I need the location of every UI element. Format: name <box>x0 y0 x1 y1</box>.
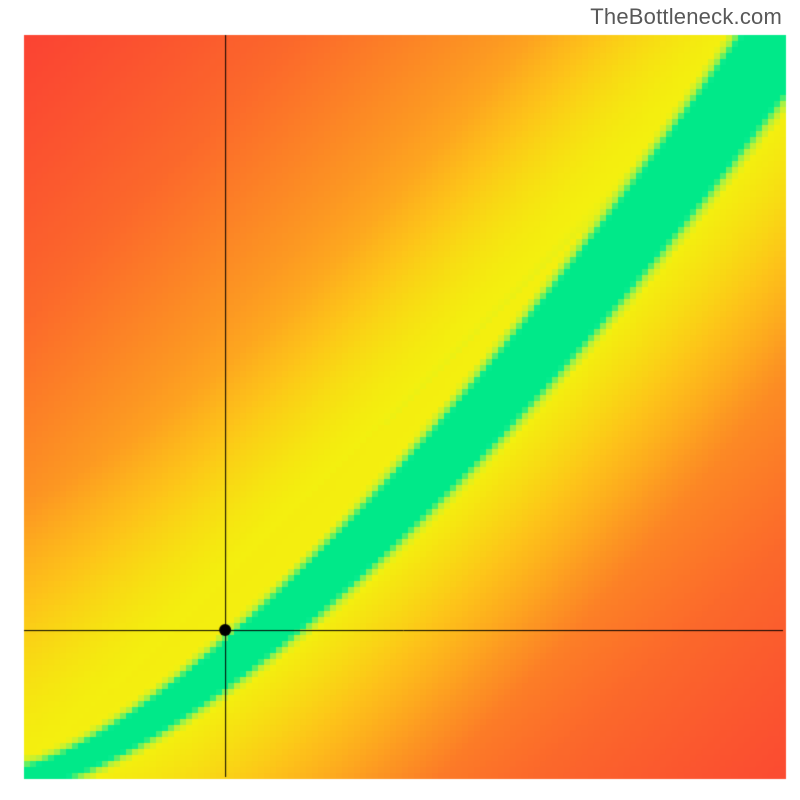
watermark-text: TheBottleneck.com <box>590 4 782 30</box>
bottleneck-heatmap <box>0 0 800 800</box>
heatmap-container: TheBottleneck.com <box>0 0 800 800</box>
